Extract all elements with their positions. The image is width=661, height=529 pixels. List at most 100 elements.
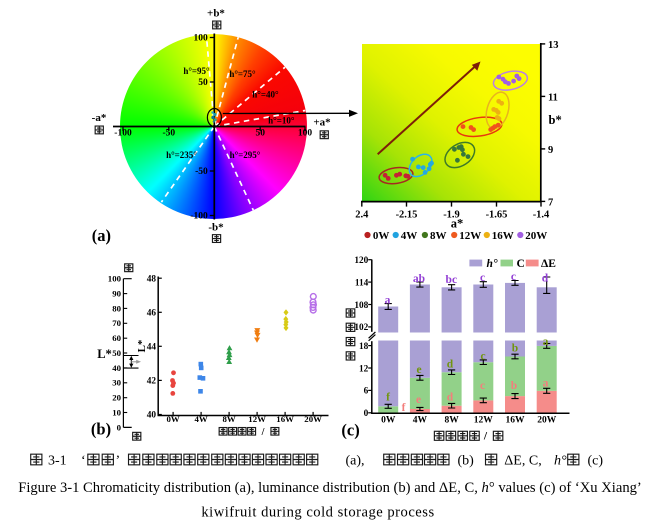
svg-text:-a*: -a* [92, 112, 107, 124]
svg-text:c: c [480, 272, 485, 284]
svg-text:0: 0 [117, 422, 122, 432]
svg-text:60: 60 [112, 333, 121, 343]
svg-text:+b*: +b* [207, 8, 225, 20]
svg-text:-b*: -b* [208, 222, 224, 234]
svg-text:114: 114 [355, 278, 369, 288]
svg-text:-1.4: -1.4 [533, 209, 550, 220]
svg-text:100: 100 [108, 274, 122, 284]
svg-text:4W: 4W [401, 230, 418, 242]
svg-text:12: 12 [359, 364, 369, 374]
svg-text:f: f [402, 402, 406, 414]
svg-text:16W: 16W [492, 230, 514, 242]
svg-text:ΔE: ΔE [541, 258, 556, 270]
svg-text:50: 50 [112, 348, 121, 358]
svg-text:b: b [512, 343, 518, 355]
svg-text:3-1: 3-1 [48, 454, 67, 469]
svg-text:50: 50 [255, 128, 265, 138]
svg-text:°: ° [562, 454, 568, 469]
svg-text:100: 100 [298, 128, 313, 138]
svg-text:11: 11 [548, 92, 558, 103]
svg-text:ΔE, C,: ΔE, C, [504, 454, 541, 469]
svg-text:(a): (a) [92, 226, 111, 245]
svg-text:bc: bc [446, 274, 458, 286]
svg-text:(c): (c) [341, 421, 359, 440]
svg-text:20W: 20W [525, 230, 547, 242]
svg-text:108: 108 [354, 301, 368, 311]
svg-text:c: c [480, 351, 485, 363]
svg-text:h°=235°: h°=235° [166, 150, 197, 160]
svg-text:40: 40 [112, 363, 121, 373]
svg-text:(b): (b) [91, 420, 111, 439]
svg-text:40: 40 [147, 411, 157, 421]
svg-text:h°=10°: h°=10° [268, 116, 295, 126]
svg-text:°: ° [494, 258, 499, 270]
svg-text:4W: 4W [194, 414, 207, 424]
svg-text:30: 30 [112, 378, 121, 388]
svg-text:90: 90 [112, 289, 121, 299]
svg-text:12W: 12W [474, 416, 494, 426]
svg-text:(c): (c) [588, 454, 604, 469]
svg-text:16W: 16W [506, 416, 526, 426]
svg-text:(b): (b) [458, 454, 475, 469]
svg-text:kiwifruit during cold storage: kiwifruit during cold storage process [201, 505, 434, 521]
svg-text:20W: 20W [537, 416, 557, 426]
svg-text:50: 50 [198, 78, 208, 88]
svg-text:a: a [385, 295, 391, 307]
svg-text:20: 20 [112, 393, 121, 403]
svg-text:100: 100 [194, 34, 209, 44]
svg-text:/: / [483, 431, 488, 443]
svg-text:102: 102 [354, 323, 368, 333]
svg-text:e: e [416, 394, 421, 406]
svg-text:-100: -100 [190, 212, 208, 222]
svg-text:e: e [416, 364, 421, 376]
svg-text:h: h [487, 258, 493, 270]
svg-text:h°=75°: h°=75° [229, 69, 256, 79]
svg-text:6: 6 [364, 387, 369, 397]
svg-text:L*: L* [97, 347, 112, 361]
svg-text:+a*: +a* [313, 117, 331, 129]
svg-text:b*: b* [549, 113, 562, 127]
svg-text:’: ’ [116, 454, 121, 469]
svg-text:-1.65: -1.65 [486, 209, 508, 220]
svg-text:2.4: 2.4 [355, 209, 369, 220]
svg-text:a*: a* [451, 217, 464, 231]
svg-text:44: 44 [147, 342, 157, 352]
svg-text:a: a [543, 336, 549, 348]
svg-text:h°=295°: h°=295° [230, 150, 261, 160]
svg-text:a: a [543, 378, 549, 390]
svg-text:-50: -50 [195, 167, 208, 177]
svg-text:12W: 12W [459, 230, 481, 242]
svg-text:7: 7 [548, 197, 553, 208]
svg-text:46: 46 [147, 308, 157, 318]
svg-text:Figure 3-1 Chromaticity distri: Figure 3-1 Chromaticity distribution (a)… [18, 480, 642, 496]
svg-text:4W: 4W [413, 416, 428, 426]
svg-text:f: f [386, 392, 390, 404]
svg-text:(a),: (a), [346, 454, 365, 469]
svg-text:0: 0 [364, 409, 369, 419]
svg-text:ab: ab [413, 273, 425, 285]
svg-text:16W: 16W [276, 414, 294, 424]
svg-text:120: 120 [354, 256, 368, 266]
svg-text:12W: 12W [248, 414, 266, 424]
svg-text:d: d [447, 392, 454, 404]
svg-text:20W: 20W [304, 414, 322, 424]
svg-text:70: 70 [112, 318, 121, 328]
svg-text:13: 13 [548, 40, 559, 51]
svg-text:10: 10 [112, 407, 121, 417]
svg-text:9: 9 [548, 145, 553, 156]
svg-text:c: c [480, 380, 485, 392]
svg-text:48: 48 [147, 274, 157, 284]
svg-text:8W: 8W [444, 416, 459, 426]
svg-text:d: d [542, 272, 549, 284]
svg-text:d: d [447, 359, 454, 371]
svg-text:0W: 0W [373, 230, 390, 242]
svg-text:18: 18 [359, 342, 369, 352]
svg-text:-1.9: -1.9 [443, 209, 460, 220]
svg-text:h: h [554, 454, 561, 469]
svg-text:8W: 8W [222, 414, 235, 424]
svg-text:8W: 8W [430, 230, 447, 242]
svg-text:-50: -50 [162, 128, 175, 138]
svg-text:‘: ‘ [81, 454, 86, 469]
svg-text:-100: -100 [114, 128, 132, 138]
svg-text:42: 42 [147, 377, 157, 387]
